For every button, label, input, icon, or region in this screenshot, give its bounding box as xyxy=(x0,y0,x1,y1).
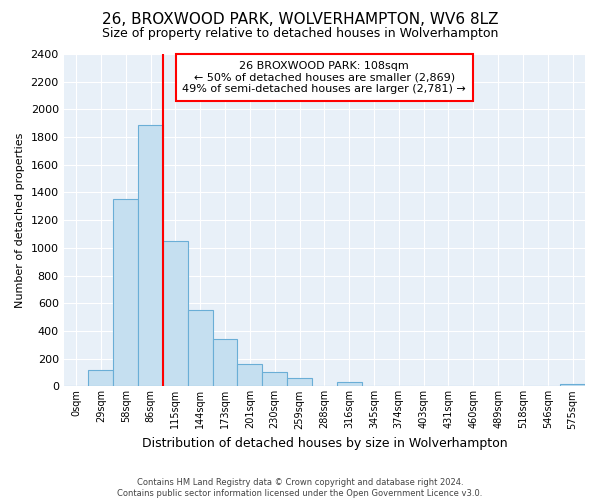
Bar xyxy=(262,372,287,386)
Bar xyxy=(337,382,362,386)
Bar xyxy=(88,370,113,386)
Text: Contains HM Land Registry data © Crown copyright and database right 2024.
Contai: Contains HM Land Registry data © Crown c… xyxy=(118,478,482,498)
X-axis label: Distribution of detached houses by size in Wolverhampton: Distribution of detached houses by size … xyxy=(142,437,507,450)
Bar xyxy=(560,384,585,386)
Bar xyxy=(113,200,138,386)
Bar xyxy=(163,241,188,386)
Text: 26, BROXWOOD PARK, WOLVERHAMPTON, WV6 8LZ: 26, BROXWOOD PARK, WOLVERHAMPTON, WV6 8L… xyxy=(102,12,498,28)
Bar xyxy=(238,364,262,386)
Bar xyxy=(212,340,238,386)
Text: Size of property relative to detached houses in Wolverhampton: Size of property relative to detached ho… xyxy=(102,28,498,40)
Text: 26 BROXWOOD PARK: 108sqm
← 50% of detached houses are smaller (2,869)
49% of sem: 26 BROXWOOD PARK: 108sqm ← 50% of detach… xyxy=(182,60,466,94)
Bar xyxy=(188,310,212,386)
Y-axis label: Number of detached properties: Number of detached properties xyxy=(15,132,25,308)
Bar xyxy=(287,378,312,386)
Bar xyxy=(138,124,163,386)
